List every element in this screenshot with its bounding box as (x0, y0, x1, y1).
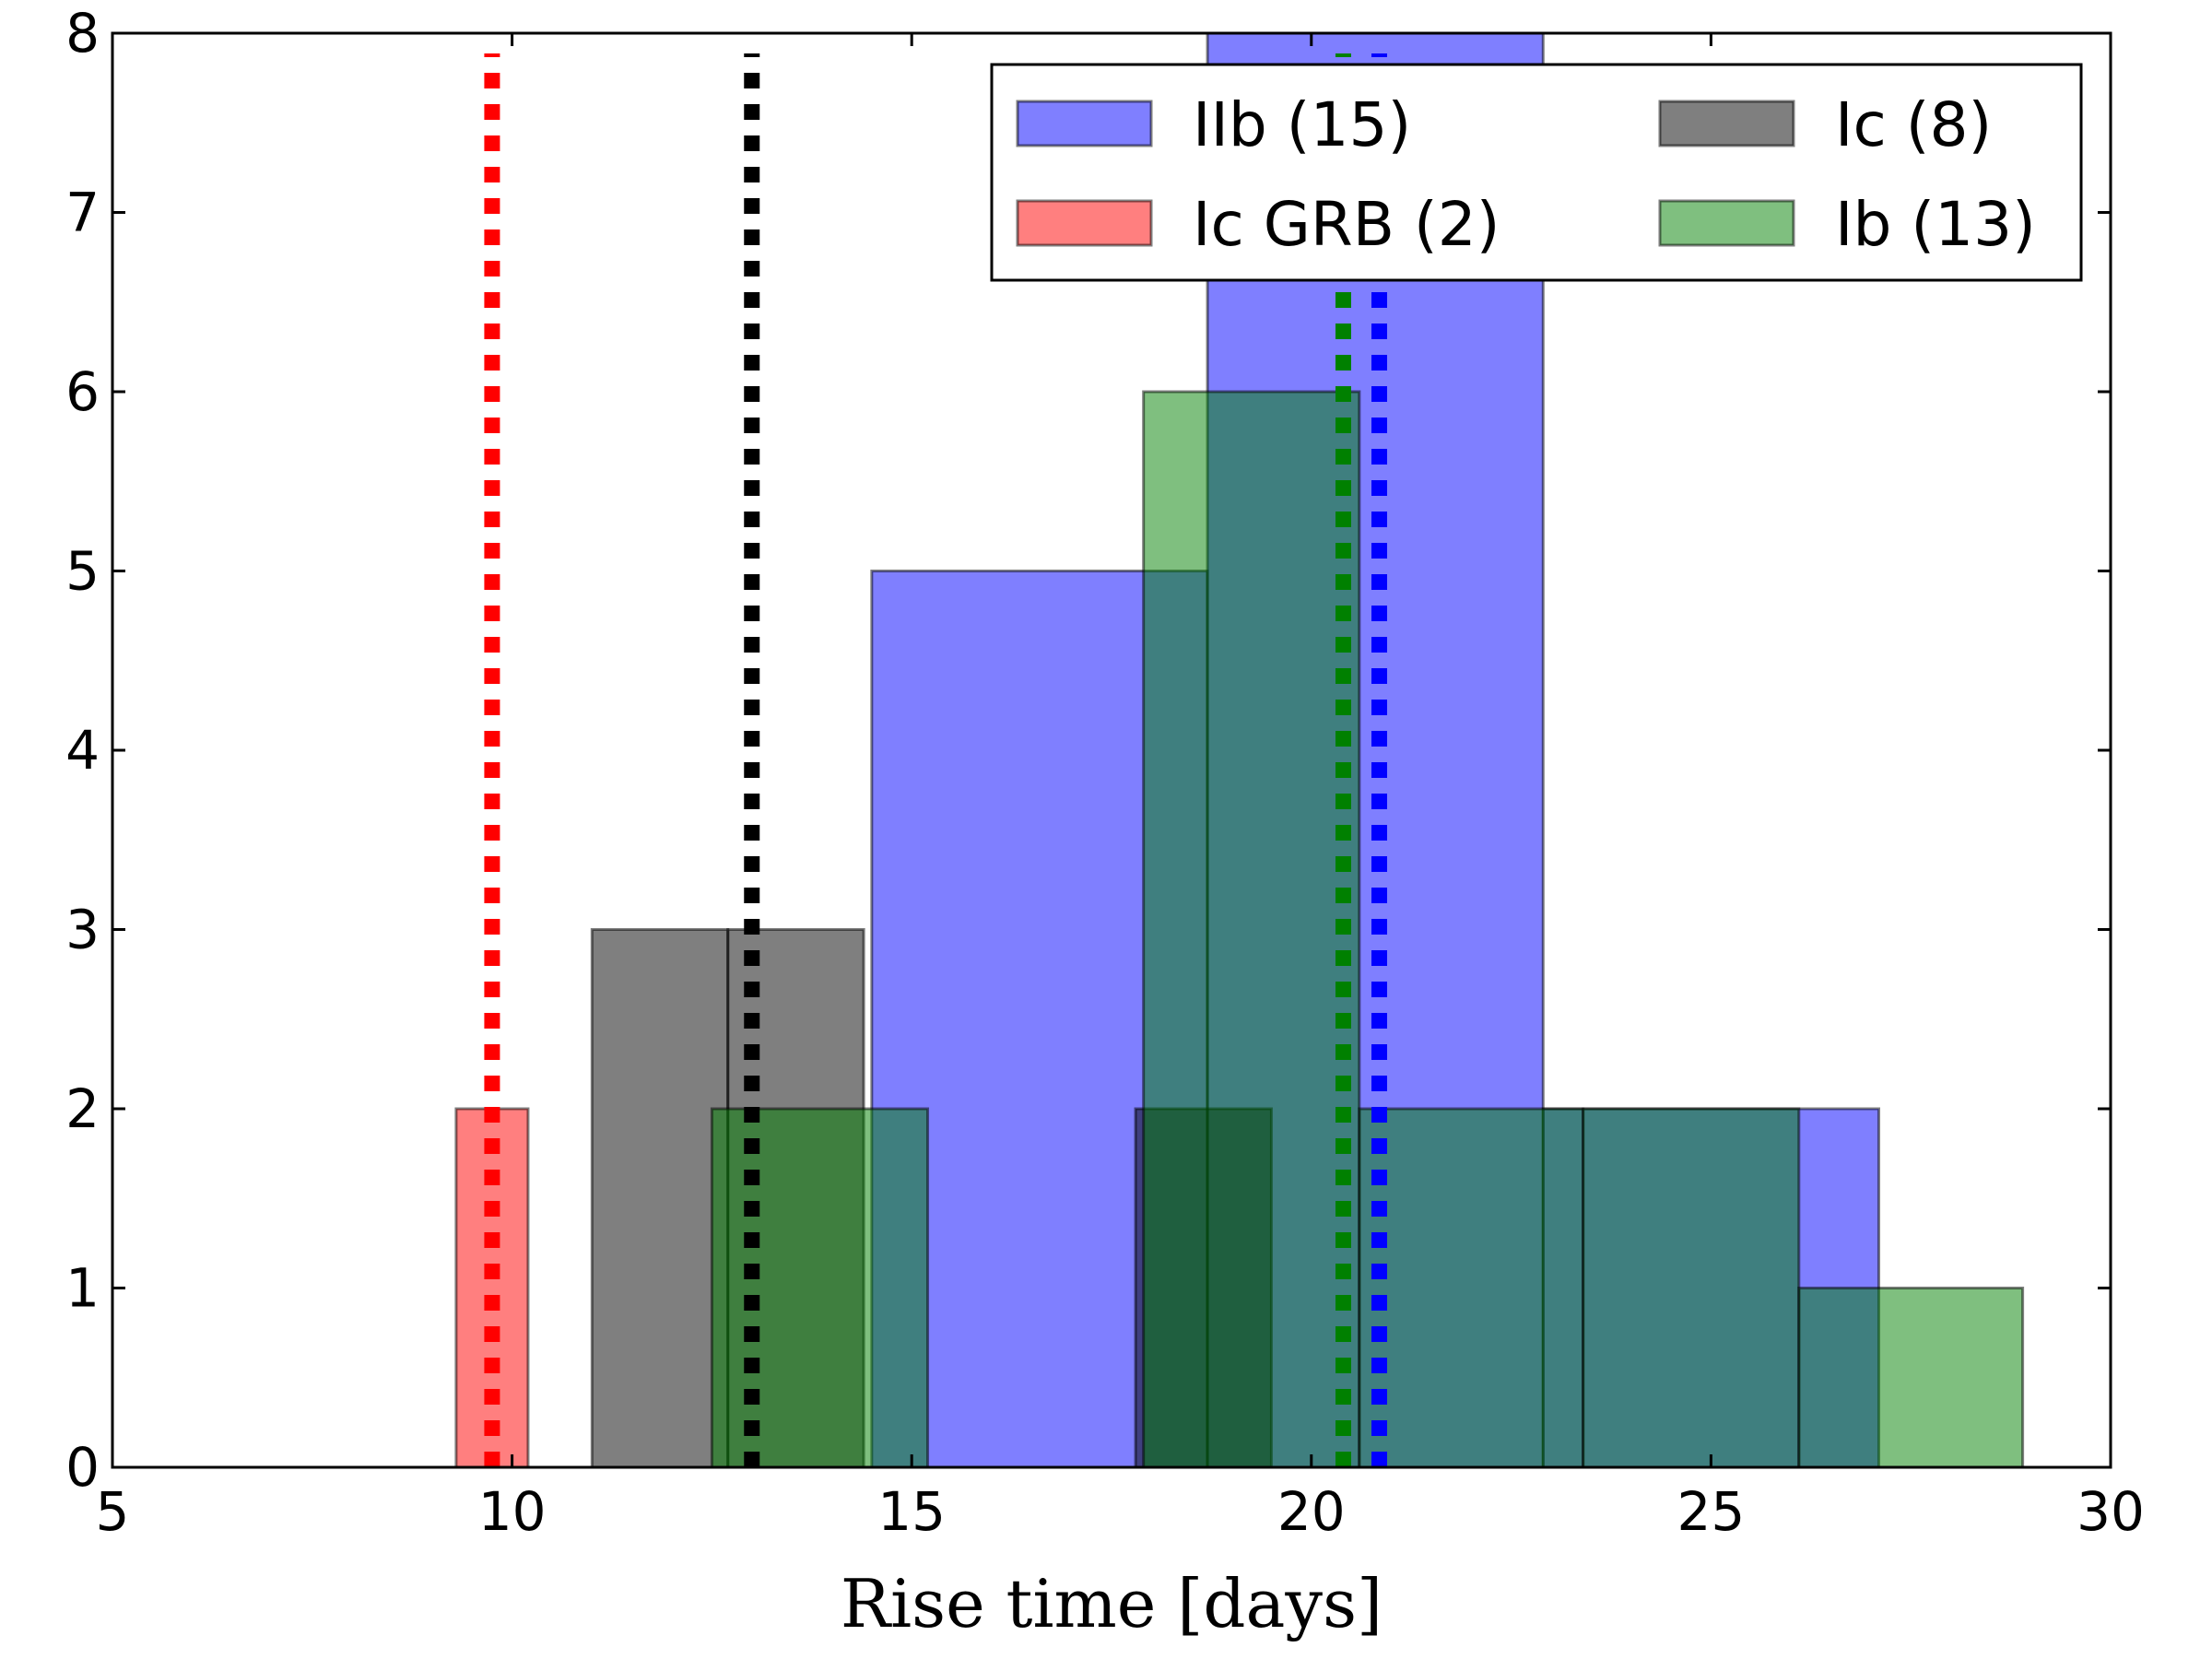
legend-label-ic-grb-2: Ic GRB (2) (1193, 189, 1500, 260)
legend-swatch-ib-13 (1658, 199, 1795, 247)
y-tick-label: 6 (65, 360, 100, 423)
x-tick-label: 5 (96, 1480, 130, 1543)
y-tick-label: 0 (65, 1436, 100, 1499)
x-tick-label: 15 (877, 1480, 946, 1543)
y-tick-label: 4 (65, 719, 100, 782)
bar-ib-13-4 (1797, 1287, 2025, 1469)
legend-label-ic-8: Ic (8) (1835, 89, 1992, 160)
legend-label-ib-13: Ib (13) (1835, 189, 2036, 260)
legend-label-iib-15: IIb (15) (1193, 89, 1411, 160)
y-tick-label: 1 (65, 1257, 100, 1320)
legend-swatch-ic-8 (1658, 100, 1795, 147)
x-axis-label: Rise time [days] (841, 1565, 1382, 1642)
x-axis-ticks: 5 10 15 20 25 30 (96, 33, 2145, 1543)
legend-swatch-ic-grb-2 (1016, 199, 1153, 247)
x-tick-label: 30 (2077, 1480, 2145, 1543)
bar-ic-8-0 (590, 928, 730, 1469)
x-tick-label: 10 (478, 1480, 547, 1543)
legend-swatch-iib-15 (1016, 100, 1153, 147)
y-tick-label: 2 (65, 1077, 100, 1140)
y-tick-label: 8 (65, 2, 100, 65)
y-tick-label: 5 (65, 540, 100, 603)
bar-ib-13-1 (1142, 390, 1361, 1469)
legend: IIb (15) Ic (8) Ic GRB (2) Ib (13) (990, 63, 2083, 282)
legend-box (990, 63, 2083, 282)
y-tick-label: 7 (65, 182, 100, 244)
x-tick-label: 25 (1677, 1480, 1745, 1543)
bar-ib-13-0 (710, 1107, 930, 1469)
y-tick-label: 3 (65, 899, 100, 961)
y-axis-ticks: 0 1 2 3 4 5 6 7 8 (65, 2, 2111, 1499)
x-tick-label: 20 (1277, 1480, 1346, 1543)
bar-ic-grb-2-0 (454, 1107, 530, 1469)
bar-ib-13-3 (1582, 1107, 1801, 1469)
bar-ib-13-2 (1358, 1107, 1585, 1469)
